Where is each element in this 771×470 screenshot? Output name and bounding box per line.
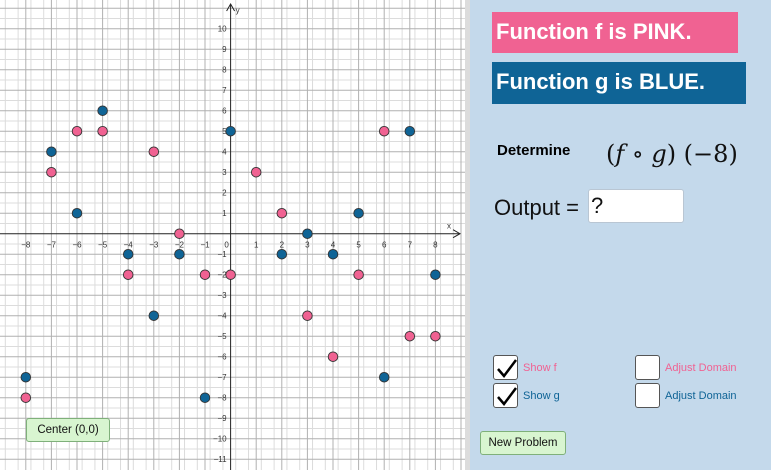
y-tick-label: −2 (217, 271, 227, 280)
point-f-5 (353, 269, 364, 280)
x-tick-label: −4 (124, 241, 134, 250)
checkmark-icon (497, 359, 517, 378)
point-g-5 (353, 207, 364, 219)
point-f-m5 (97, 125, 108, 137)
point-g-m2 (174, 248, 185, 260)
expr-compose-operator: ∘ (631, 140, 644, 168)
x-axis-arrow-icon (452, 229, 462, 239)
point-g-2 (276, 248, 288, 260)
expr-f: f (615, 140, 625, 168)
point-g-7 (404, 125, 416, 137)
point-f-8 (430, 330, 441, 342)
point-f-m8 (20, 392, 32, 403)
x-tick-label: 4 (331, 241, 336, 250)
x-tick-label: −5 (98, 241, 108, 250)
show-f-label: Show f (523, 362, 557, 374)
y-tick-label: −5 (217, 332, 227, 341)
y-tick-label: −3 (217, 291, 227, 300)
y-tick-label: 10 (218, 25, 227, 34)
point-g-m4 (122, 248, 134, 260)
x-axis-label: x (447, 222, 451, 231)
x-tick-label: 0 (224, 241, 229, 250)
point-g-m3 (148, 310, 160, 321)
center-button[interactable]: Center (0,0) (26, 418, 110, 442)
x-tick-label: −8 (21, 241, 31, 250)
x-tick-label: 3 (305, 241, 310, 250)
output-input[interactable]: ? (588, 189, 684, 223)
adjust-domain-g-label: Adjust Domain (665, 390, 737, 402)
x-tick-label: 7 (408, 241, 413, 250)
x-tick-label: 5 (356, 241, 361, 250)
point-g-m8 (20, 371, 32, 383)
x-tick-label: −3 (149, 241, 159, 250)
determine-label: Determine (497, 142, 571, 159)
point-f-m7 (46, 166, 57, 178)
x-tick-label: −6 (72, 241, 82, 250)
point-f-0 (225, 269, 236, 280)
point-g-m5 (97, 105, 108, 116)
new-problem-button[interactable]: New Problem (480, 431, 566, 455)
x-tick-label: −1 (200, 241, 210, 250)
adjust-domain-f-label: Adjust Domain (665, 362, 737, 374)
y-tick-label: −10 (213, 435, 227, 444)
point-g-0 (225, 125, 236, 137)
y-tick-label: 4 (222, 148, 227, 157)
point-f-7 (404, 330, 416, 342)
y-tick-label: 7 (222, 86, 227, 95)
coordinate-graph[interactable]: −8 −7 −6 −5 −4 −3 −2 −1 0 1 2 3 4 5 6 7 8−11−10−9−8−7−6−… (0, 0, 465, 470)
y-tick-label: 1 (222, 209, 227, 218)
composition-expression: (f ∘ g) (−8) (606, 140, 738, 168)
point-f-m3 (148, 146, 160, 157)
panel-divider[interactable] (465, 0, 470, 470)
point-g-m7 (46, 146, 57, 157)
y-tick-label: 9 (222, 45, 227, 54)
point-f-2 (276, 207, 288, 219)
point-f-m6 (71, 125, 83, 137)
y-tick-label: 2 (222, 189, 227, 198)
x-tick-label: 1 (254, 241, 259, 250)
y-tick-label: 6 (222, 107, 227, 116)
point-g-4 (327, 248, 339, 260)
y-tick-label: −9 (217, 414, 227, 423)
y-tick-label: 3 (222, 168, 227, 177)
function-g-banner: Function g is BLUE. (492, 62, 746, 104)
expr-g: g (651, 140, 667, 168)
y-tick-label: −7 (217, 373, 227, 382)
adjust-domain-g-checkbox[interactable] (635, 383, 660, 408)
y-tick-label: −8 (217, 394, 227, 403)
output-label: Output = (494, 195, 580, 220)
x-tick-label: 6 (382, 241, 387, 250)
point-f-m1 (199, 269, 211, 280)
point-f-3 (302, 310, 313, 321)
y-tick-label: −1 (217, 250, 227, 259)
point-f-4 (327, 351, 339, 362)
y-axis-label: y (236, 6, 240, 15)
show-g-checkbox[interactable] (493, 383, 518, 408)
adjust-domain-f-checkbox[interactable] (635, 355, 660, 380)
y-tick-label: 5 (222, 127, 227, 136)
point-g-3 (302, 228, 313, 239)
point-f-6 (378, 125, 390, 137)
expr-input: −8 (693, 140, 729, 168)
point-f-m4 (122, 269, 134, 280)
y-tick-label: −11 (214, 455, 228, 464)
y-axis-arrow-icon (226, 2, 236, 12)
function-f-banner: Function f is PINK. (492, 12, 738, 53)
x-tick-label: −7 (47, 241, 57, 250)
point-g-m1 (199, 392, 211, 403)
x-tick-label: −2 (175, 241, 185, 250)
point-g-8 (430, 269, 441, 280)
checkmark-icon (497, 387, 517, 406)
x-tick-label: 8 (433, 241, 438, 250)
show-g-label: Show g (523, 390, 560, 402)
x-tick-label: 2 (280, 241, 285, 250)
point-g-m6 (71, 207, 83, 219)
point-f-1 (250, 166, 262, 178)
y-tick-label: −4 (217, 312, 227, 321)
point-g-6 (378, 371, 390, 383)
y-tick-label: −6 (217, 353, 227, 362)
point-f-m2 (174, 228, 185, 239)
y-tick-label: 8 (222, 66, 227, 75)
show-f-checkbox[interactable] (493, 355, 518, 380)
